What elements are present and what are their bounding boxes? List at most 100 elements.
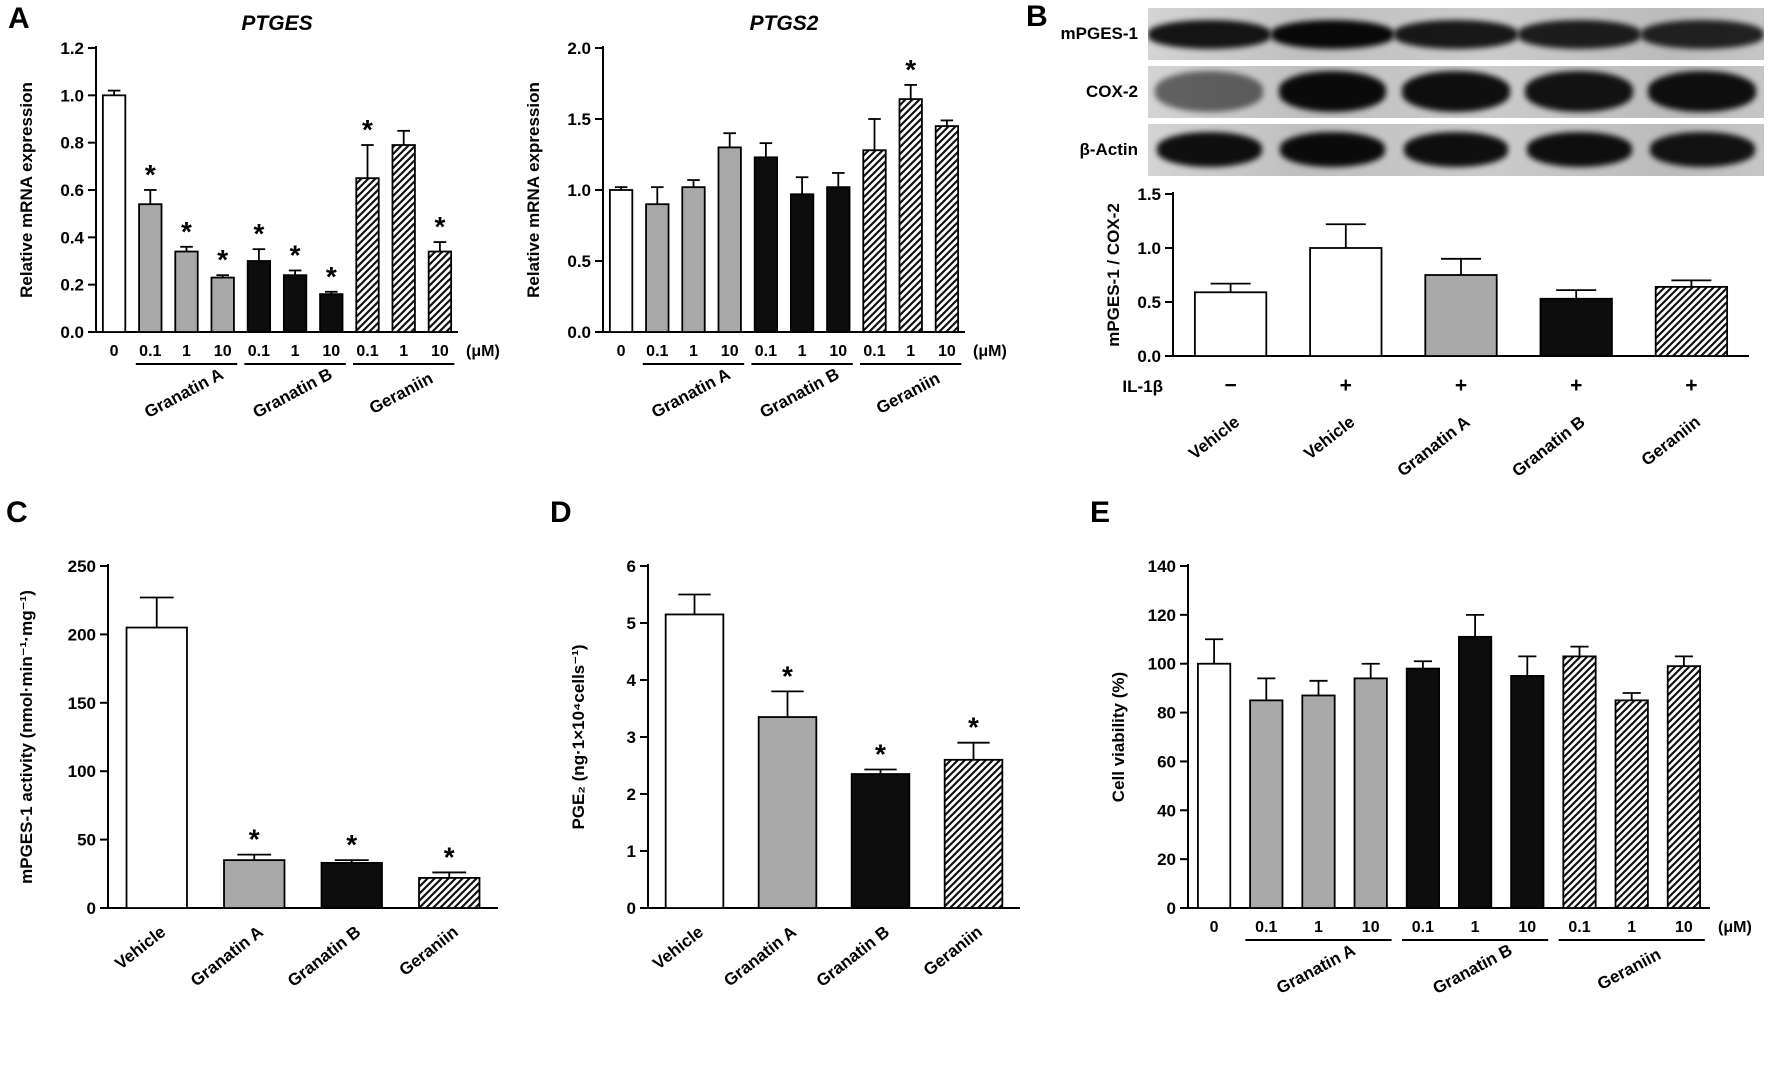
svg-text:1.5: 1.5: [1137, 185, 1161, 204]
svg-text:Granatin A: Granatin A: [187, 922, 267, 990]
svg-text:10: 10: [1675, 919, 1693, 936]
svg-text:20: 20: [1157, 850, 1176, 869]
svg-text:1.0: 1.0: [1137, 239, 1161, 258]
svg-text:Geraniin: Geraniin: [396, 922, 462, 979]
svg-text:10: 10: [322, 343, 340, 360]
svg-text:60: 60: [1157, 752, 1176, 771]
svg-text:2.0: 2.0: [567, 39, 591, 58]
svg-text:10: 10: [938, 343, 956, 360]
panel-letter-e: E: [1090, 496, 1111, 529]
svg-text:2: 2: [627, 785, 636, 804]
svg-text:Geraniin: Geraniin: [873, 369, 943, 418]
svg-text:0.1: 0.1: [1568, 919, 1590, 936]
svg-text:10: 10: [1362, 919, 1380, 936]
blot-label-cox2: COX-2: [1086, 82, 1138, 101]
svg-text:Vehicle: Vehicle: [649, 922, 707, 973]
svg-text:PGE₂ (ng·1×10⁴cells⁻¹): PGE₂ (ng·1×10⁴cells⁻¹): [569, 644, 588, 829]
svg-text:mPGES-1 activity (nmol·min⁻¹·m: mPGES-1 activity (nmol·min⁻¹·mg⁻¹): [17, 590, 36, 884]
svg-text:Cell viability (%): Cell viability (%): [1109, 672, 1128, 802]
svg-text:Relative mRNA expression: Relative mRNA expression: [17, 82, 36, 298]
chart-ptgs2-bar: 0.0 0.5 1.0 1.5 2.0 Relative mRNA expression P…: [515, 0, 1015, 478]
svg-text:Vehicle: Vehicle: [1185, 412, 1243, 463]
svg-text:+: +: [1570, 374, 1582, 397]
svg-text:(μM): (μM): [973, 343, 1007, 360]
svg-text:Granatin A: Granatin A: [648, 365, 733, 422]
svg-text:*: *: [249, 824, 260, 855]
svg-text:Granatin B: Granatin B: [1430, 940, 1516, 998]
svg-text:0.2: 0.2: [60, 276, 84, 295]
svg-text:10: 10: [721, 343, 739, 360]
svg-text:4: 4: [627, 671, 637, 690]
svg-text:+: +: [1455, 374, 1467, 397]
svg-text:0: 0: [617, 343, 626, 360]
blot-strip-bactin: [1148, 124, 1764, 176]
svg-text:−: −: [1224, 374, 1236, 397]
svg-text:0.1: 0.1: [755, 343, 777, 360]
panel-letter-a: A: [8, 2, 30, 35]
svg-text:0.8: 0.8: [60, 134, 84, 153]
svg-text:120: 120: [1148, 606, 1176, 625]
svg-text:1: 1: [399, 343, 408, 360]
svg-text:200: 200: [68, 625, 96, 644]
svg-text:0.0: 0.0: [60, 323, 84, 342]
panel-letter-b: B: [1026, 0, 1048, 33]
svg-text:3: 3: [627, 728, 636, 747]
svg-text:*: *: [181, 216, 192, 247]
svg-text:*: *: [782, 660, 793, 691]
svg-text:0.1: 0.1: [863, 343, 885, 360]
blot-label-mpges1: mPGES-1: [1060, 24, 1138, 43]
svg-text:Granatin A: Granatin A: [141, 365, 226, 422]
blot-row-cox2: COX-2: [1036, 66, 1764, 118]
svg-text:0.0: 0.0: [567, 323, 591, 342]
svg-text:*: *: [290, 239, 301, 270]
blot-row-bactin: β-Actin: [1036, 124, 1764, 176]
svg-text:0: 0: [87, 899, 96, 918]
svg-text:(μM): (μM): [1718, 919, 1752, 936]
svg-text:Geraniin: Geraniin: [1594, 945, 1664, 994]
svg-text:10: 10: [431, 343, 449, 360]
svg-text:0.4: 0.4: [60, 228, 84, 247]
svg-text:Granatin B: Granatin B: [1508, 412, 1588, 480]
chart-pge2-levels: 0 1 2 3 4 5 6 PGE₂ (ng·1×10⁴cells⁻¹) Vehicle * Gra…: [560, 528, 1045, 1073]
svg-text:Vehicle: Vehicle: [111, 922, 169, 973]
blot-row-mpges1: mPGES-1: [1036, 8, 1764, 60]
svg-text:1: 1: [291, 343, 300, 360]
svg-text:1.5: 1.5: [567, 110, 591, 129]
svg-text:150: 150: [68, 694, 96, 713]
svg-text:1: 1: [1314, 919, 1323, 936]
svg-text:10: 10: [829, 343, 847, 360]
svg-text:Granatin A: Granatin A: [1394, 412, 1474, 480]
svg-text:IL-1β: IL-1β: [1122, 377, 1163, 396]
panel-letter-c: C: [6, 496, 28, 529]
svg-text:Vehicle: Vehicle: [1300, 412, 1358, 463]
blot-label-bactin: β-Actin: [1079, 140, 1138, 159]
svg-text:*: *: [326, 261, 337, 292]
chart-mpges1-activity: 0 50 100 150 200 250 mPGES-1 activity (nmol·mi…: [8, 528, 523, 1073]
svg-text:0: 0: [627, 899, 636, 918]
svg-text:1: 1: [906, 343, 915, 360]
svg-text:0: 0: [1167, 899, 1176, 918]
svg-text:Granatin B: Granatin B: [284, 922, 364, 990]
svg-text:0.1: 0.1: [356, 343, 378, 360]
svg-text:10: 10: [214, 343, 232, 360]
svg-text:6: 6: [627, 557, 636, 576]
svg-text:*: *: [253, 218, 264, 249]
svg-text:1.2: 1.2: [60, 39, 84, 58]
svg-text:+: +: [1685, 374, 1697, 397]
svg-text:*: *: [434, 211, 445, 242]
svg-text:0: 0: [1210, 919, 1219, 936]
svg-text:1: 1: [798, 343, 807, 360]
svg-text:Granatin A: Granatin A: [1273, 941, 1358, 998]
svg-text:1: 1: [182, 343, 191, 360]
svg-text:1: 1: [1471, 919, 1480, 936]
svg-text:Relative mRNA expression: Relative mRNA expression: [524, 82, 543, 298]
svg-text:100: 100: [68, 762, 96, 781]
svg-text:5: 5: [627, 614, 636, 633]
svg-text:Granatin B: Granatin B: [250, 364, 336, 422]
svg-text:10: 10: [1518, 919, 1536, 936]
svg-text:PTGES: PTGES: [241, 12, 312, 35]
panel-letter-d: D: [550, 496, 572, 529]
svg-text:1.0: 1.0: [60, 86, 84, 105]
svg-text:0.1: 0.1: [139, 343, 161, 360]
svg-text:*: *: [444, 841, 455, 872]
